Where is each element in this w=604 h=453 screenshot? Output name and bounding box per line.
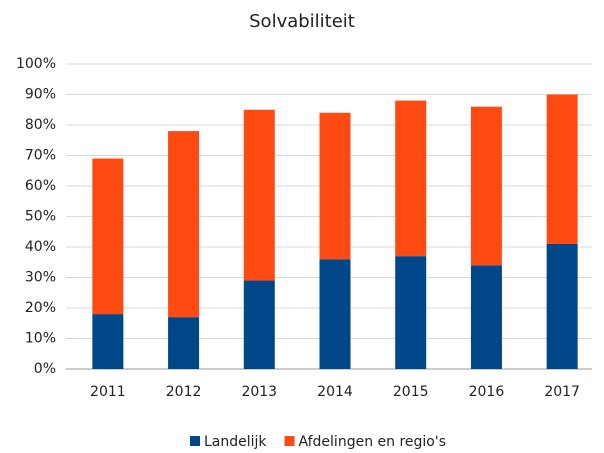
- y-tick-label: 90%: [25, 87, 56, 103]
- y-tick-label: 80%: [25, 117, 56, 133]
- x-tick-label: 2016: [469, 384, 505, 400]
- y-tick-label: 20%: [25, 300, 56, 316]
- y-tick-label: 30%: [25, 270, 56, 286]
- bar-segment: [319, 112, 351, 260]
- bar-segment: [243, 109, 275, 281]
- y-tick-label: 60%: [25, 178, 56, 194]
- bar-segment: [546, 243, 578, 369]
- legend-swatch: [190, 436, 200, 446]
- bar-segment: [92, 314, 124, 369]
- bar-segment: [395, 256, 427, 369]
- bar-segment: [470, 265, 502, 369]
- y-tick-label: 70%: [25, 148, 56, 164]
- chart-title: Solvabiliteit: [249, 11, 355, 32]
- x-tick-label: 2012: [166, 384, 202, 400]
- bar-segment: [546, 94, 578, 244]
- x-tick-label: 2015: [393, 384, 429, 400]
- x-tick-label: 2011: [90, 384, 126, 400]
- bar-segment: [168, 131, 200, 318]
- legend-swatch: [284, 436, 295, 446]
- y-tick-label: 10%: [25, 331, 56, 347]
- x-tick-label: 2017: [544, 384, 580, 400]
- bar-segment: [470, 106, 502, 266]
- legend-label: Afdelingen en regio's: [299, 434, 446, 450]
- bar-segment: [168, 317, 200, 369]
- bar-segment: [395, 100, 427, 257]
- bar-segment: [92, 158, 124, 315]
- legend-label: Landelijk: [204, 434, 267, 450]
- x-tick-label: 2014: [317, 384, 353, 400]
- bar-segment: [243, 280, 275, 369]
- x-tick-label: 2013: [241, 384, 277, 400]
- bar-segment: [319, 259, 351, 369]
- y-tick-label: 40%: [25, 239, 56, 255]
- y-tick-label: 100%: [16, 56, 56, 72]
- y-tick-label: 0%: [34, 361, 56, 377]
- y-tick-label: 50%: [25, 209, 56, 225]
